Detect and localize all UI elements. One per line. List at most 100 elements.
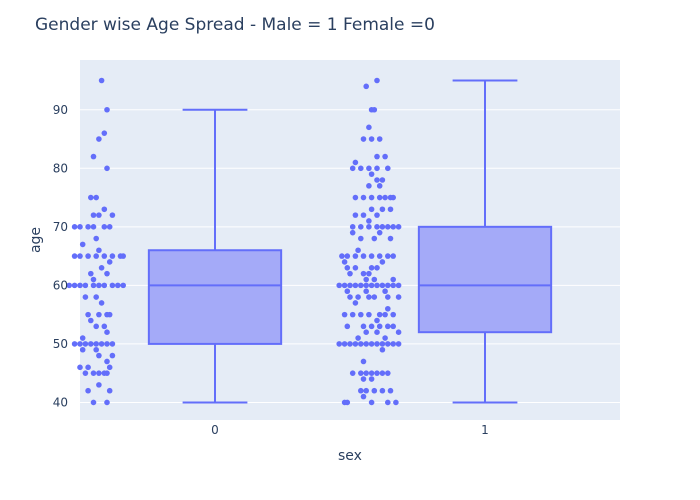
data-point-0-1 xyxy=(104,106,110,113)
iqr-box-1 xyxy=(417,225,553,334)
data-point-1-95 xyxy=(366,311,372,318)
data-point-1-93 xyxy=(349,311,356,318)
data-point-1-142 xyxy=(368,399,375,406)
data-point-0-3 xyxy=(96,136,102,142)
data-point-1-87 xyxy=(371,294,378,300)
data-point-1-91 xyxy=(385,305,391,312)
data-point-1-79 xyxy=(390,282,397,289)
data-points xyxy=(66,77,402,406)
data-point-0-43 xyxy=(120,282,126,289)
data-point-1-127 xyxy=(363,370,370,376)
data-point-1-102 xyxy=(368,323,375,330)
data-point-0-44 xyxy=(82,294,89,300)
data-point-1-71 xyxy=(347,282,353,289)
data-point-0-54 xyxy=(104,329,110,335)
data-point-1-12 xyxy=(358,165,364,172)
data-point-1-62 xyxy=(374,265,380,271)
data-point-1-134 xyxy=(358,387,364,394)
data-point-1-5 xyxy=(360,136,367,142)
data-point-1-59 xyxy=(344,265,351,271)
data-point-1-115 xyxy=(358,341,364,347)
data-point-1-48 xyxy=(355,247,361,254)
data-point-0-22 xyxy=(77,253,83,259)
data-point-1-54 xyxy=(376,253,383,259)
box-group-0 xyxy=(147,108,283,404)
data-point-0-7 xyxy=(93,194,99,201)
data-point-0-47 xyxy=(85,311,91,318)
data-point-0-15 xyxy=(90,224,97,230)
data-point-1-126 xyxy=(358,370,364,376)
data-point-1-90 xyxy=(352,300,359,306)
data-point-1-4 xyxy=(366,124,372,131)
data-point-0-10 xyxy=(96,212,102,218)
data-point-1-53 xyxy=(368,253,375,259)
data-point-1-33 xyxy=(374,212,380,218)
data-point-1-96 xyxy=(376,311,383,318)
data-point-0-57 xyxy=(77,341,83,347)
y-tick-label-80: 80 xyxy=(53,161,68,175)
data-point-1-69 xyxy=(336,282,343,289)
data-point-1-39 xyxy=(379,224,386,230)
y-tick-labels: 40 50 60 70 80 90 xyxy=(53,103,68,410)
data-point-1-122 xyxy=(395,341,402,347)
data-point-1-141 xyxy=(344,399,351,406)
data-point-1-108 xyxy=(395,329,402,335)
data-point-1-143 xyxy=(385,399,391,406)
data-point-0-77 xyxy=(96,382,102,388)
data-point-0-50 xyxy=(106,311,113,318)
data-point-0-63 xyxy=(109,341,116,347)
data-point-1-132 xyxy=(360,376,367,382)
data-point-1-20 xyxy=(376,183,383,189)
data-point-1-66 xyxy=(363,276,370,283)
data-point-1-89 xyxy=(395,294,402,300)
data-point-0-34 xyxy=(66,282,72,289)
data-point-1-28 xyxy=(379,206,386,213)
box-group-1 xyxy=(417,79,553,404)
data-point-1-83 xyxy=(382,288,388,295)
data-point-0-55 xyxy=(79,335,86,341)
data-point-1-60 xyxy=(352,265,359,271)
data-point-0-41 xyxy=(109,282,116,289)
data-point-1-92 xyxy=(341,311,348,318)
data-point-0-4 xyxy=(90,153,97,160)
data-point-0-68 xyxy=(104,358,110,365)
data-point-0-12 xyxy=(71,224,78,230)
data-point-1-101 xyxy=(360,323,367,330)
data-point-0-20 xyxy=(96,247,102,254)
data-point-0-79 xyxy=(106,387,113,394)
data-point-1-77 xyxy=(379,282,386,289)
data-point-0-76 xyxy=(104,370,110,376)
data-point-1-13 xyxy=(366,165,372,172)
data-point-1-64 xyxy=(360,270,367,277)
data-point-1-65 xyxy=(366,270,372,277)
data-point-0-69 xyxy=(77,364,83,371)
data-point-1-114 xyxy=(352,341,359,347)
data-point-0-36 xyxy=(77,282,83,289)
data-point-1-67 xyxy=(371,276,378,283)
data-point-0-21 xyxy=(71,253,78,259)
data-point-1-129 xyxy=(374,370,380,376)
data-point-1-3 xyxy=(371,106,378,113)
data-point-0-6 xyxy=(88,194,94,201)
data-point-0-16 xyxy=(101,224,108,230)
data-point-1-49 xyxy=(339,253,345,259)
data-point-0-45 xyxy=(93,294,99,300)
data-point-1-63 xyxy=(347,270,353,277)
data-point-1-112 xyxy=(341,341,348,347)
boxes xyxy=(147,79,553,404)
data-point-1-52 xyxy=(360,253,367,259)
data-point-1-70 xyxy=(341,282,348,289)
data-point-0-17 xyxy=(106,224,113,230)
data-point-1-72 xyxy=(352,282,359,289)
data-point-1-136 xyxy=(371,387,378,394)
data-point-1-81 xyxy=(344,288,351,295)
data-point-1-21 xyxy=(352,194,359,201)
data-point-1-22 xyxy=(360,194,367,201)
data-point-1-109 xyxy=(355,335,361,341)
data-point-0-51 xyxy=(88,317,94,324)
data-point-1-44 xyxy=(376,229,383,236)
data-point-0-11 xyxy=(109,212,116,218)
data-point-1-117 xyxy=(368,341,375,347)
data-point-1-8 xyxy=(374,153,380,160)
